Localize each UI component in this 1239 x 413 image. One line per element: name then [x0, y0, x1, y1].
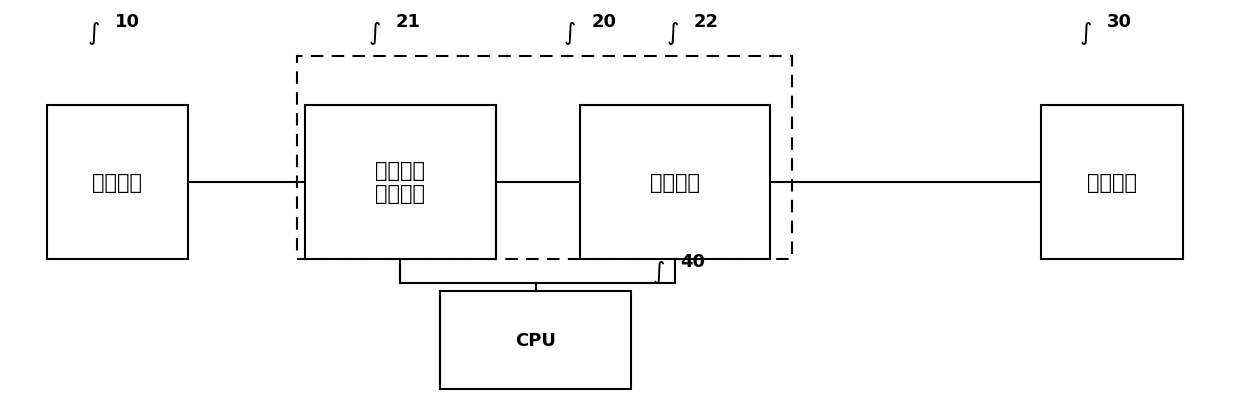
Text: 22: 22	[694, 13, 719, 31]
Bar	[440, 292, 631, 389]
Text: ∫: ∫	[88, 21, 100, 45]
Text: 充电电池: 充电电池	[1087, 172, 1136, 192]
Text: 21: 21	[395, 13, 420, 31]
Text: 30: 30	[1106, 13, 1132, 31]
Text: ∫: ∫	[667, 21, 679, 45]
Text: 10: 10	[115, 13, 140, 31]
Text: 电压电流
检测电路: 电压电流 检测电路	[375, 161, 425, 204]
Text: 20: 20	[591, 13, 616, 31]
Bar	[297, 57, 792, 259]
Text: ∫: ∫	[653, 259, 665, 283]
Text: ∫: ∫	[564, 21, 576, 45]
Text: 调压电路: 调压电路	[650, 172, 700, 192]
Bar	[1041, 105, 1182, 259]
Text: ∫: ∫	[1079, 21, 1092, 45]
Text: 充电接口: 充电接口	[93, 172, 142, 192]
Text: ∫: ∫	[368, 21, 380, 45]
Bar	[580, 105, 771, 259]
Bar	[305, 105, 496, 259]
Bar	[47, 105, 188, 259]
Text: 40: 40	[680, 252, 705, 270]
Text: CPU: CPU	[515, 331, 556, 349]
